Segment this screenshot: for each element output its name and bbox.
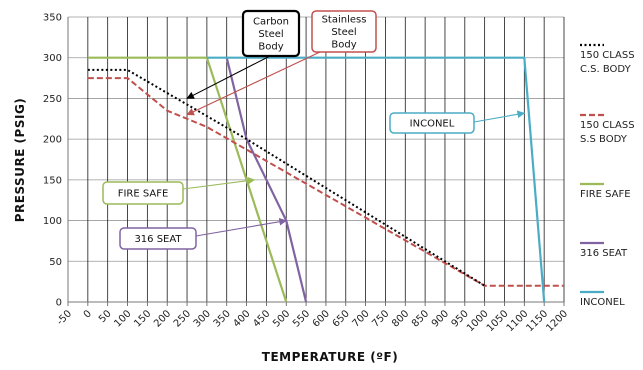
x-tick-label: 300: [192, 308, 213, 329]
callout-text-seat316: 316 SEAT: [134, 234, 182, 245]
x-tick-label: 200: [152, 308, 173, 329]
callout-arrow-stainless: [186, 51, 321, 116]
x-tick-label: 550: [291, 308, 312, 329]
callout-arrow-firesafe: [182, 176, 256, 190]
legend-label: 316 SEAT: [580, 248, 628, 259]
x-tick-label: 0: [82, 308, 94, 320]
x-tick-label: 100: [112, 308, 133, 329]
legend-label: 150 CLASS: [580, 50, 635, 61]
callout-box-inconel: [389, 112, 475, 134]
x-tick-label: 1100: [505, 308, 531, 334]
callout-box-stainless: [311, 10, 377, 53]
x-tick-label: 350: [212, 308, 233, 329]
callout-box-seat316: [119, 227, 197, 250]
x-tick-label: 500: [271, 308, 292, 329]
x-tick-label: 1000: [465, 308, 491, 334]
x-tick-label: 750: [370, 308, 391, 329]
x-tick-label: 700: [350, 308, 371, 329]
callout-annotations: CarbonSteelBodyStainlessSteelBodyINCONEL…: [102, 9, 526, 250]
legend-label: FIRE SAFE: [580, 189, 631, 200]
callout-box-carbon: [241, 9, 301, 58]
callout-arrow-seat316: [195, 217, 287, 237]
legend-label: INCONEL: [580, 297, 625, 308]
x-tick-label: 850: [410, 308, 431, 329]
x-axis-title: TEMPERATURE (ºF): [262, 350, 398, 364]
legend-label: S.S BODY: [580, 134, 628, 145]
callout-text-inconel: INCONEL: [410, 119, 455, 130]
x-tick-label: 450: [251, 308, 272, 329]
callout-text-firesafe: FIRE SAFE: [118, 189, 169, 200]
x-tick-label: 800: [390, 308, 411, 329]
x-tick-label: 650: [331, 308, 352, 329]
x-tick-label: 600: [311, 308, 332, 329]
y-tick-label: 250: [43, 94, 62, 105]
x-tick-label: 400: [231, 308, 252, 329]
y-tick-label: 100: [43, 216, 62, 227]
series-lines: [87, 56, 564, 303]
callout-text-carbon: Body: [258, 42, 283, 53]
x-tick-label: 150: [132, 308, 153, 329]
callout-text-stainless: Stainless: [322, 15, 367, 26]
y-tick-label: 0: [56, 298, 62, 309]
grid-lines: [67, 16, 565, 306]
y-axis-title: PRESSURE (PSIG): [13, 98, 27, 223]
y-tick-label: 300: [43, 53, 62, 64]
y-tick-label: 150: [43, 175, 62, 186]
legend-label: C.S. BODY: [580, 64, 632, 75]
callout-arrow-inconel: [473, 110, 526, 123]
series-line-150-class-s-s-body: [87, 77, 564, 287]
callout-text-stainless: Steel: [331, 27, 356, 38]
series-line-316-seat: [225, 57, 308, 303]
y-tick-label: 200: [43, 135, 62, 146]
callout-text-carbon: Steel: [258, 29, 283, 40]
callout-arrow-carbon: [186, 55, 271, 99]
y-tick-label: 50: [49, 257, 62, 268]
x-tick-label: 1050: [485, 308, 511, 334]
callout-text-carbon: Carbon: [253, 17, 289, 28]
x-tick-label: 50: [97, 308, 114, 325]
x-tick-label: 250: [172, 308, 193, 329]
callout-text-stainless: Body: [331, 40, 356, 51]
x-tick-label: -50: [55, 308, 74, 327]
legend-label: 150 CLASS: [580, 120, 635, 131]
callout-box-firesafe: [102, 181, 184, 205]
x-tick-label: 1150: [525, 308, 551, 334]
x-tick-label: 1200: [544, 308, 570, 334]
series-line-150-class-c-s-body: [87, 68, 486, 287]
series-line-inconel: [206, 56, 546, 303]
y-tick-labels: 0 50 100 150 200 250 300 350: [43, 13, 62, 309]
legend: 150 CLASS C.S. BODY 150 CLASS S.S BODY FIRE …: [580, 43, 635, 308]
y-tick-label: 350: [43, 13, 62, 24]
x-tick-label: 900: [430, 308, 451, 329]
x-tick-labels: -50 0 501001502002503003504004505005506006…: [55, 308, 570, 334]
